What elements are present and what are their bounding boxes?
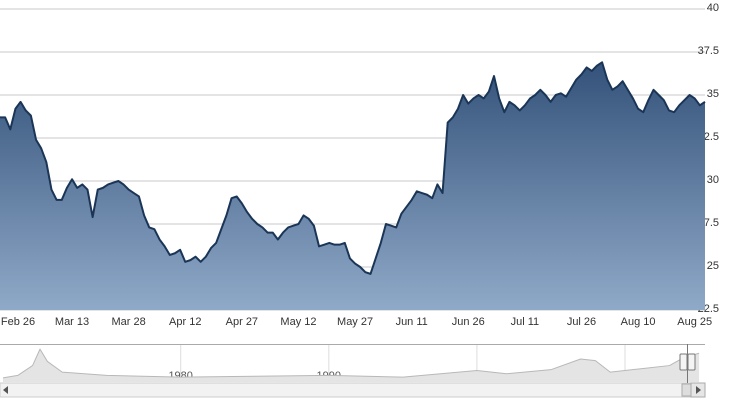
- x-tick-label: Aug 25: [677, 316, 712, 328]
- scrollbar[interactable]: [0, 382, 706, 398]
- scroll-left-arrow[interactable]: [3, 386, 8, 394]
- x-tick-label: Aug 10: [621, 316, 656, 328]
- area-fill: [2, 349, 700, 382]
- x-tick-label: Jun 26: [452, 316, 485, 328]
- x-tick-label: Jun 11: [396, 316, 428, 328]
- handle-left[interactable]: [679, 353, 688, 371]
- line: [2, 348, 700, 379]
- x-tick-label: May 27: [337, 316, 373, 328]
- line: [0, 61, 706, 275]
- x-tick-label: Feb 26: [1, 316, 35, 328]
- y-tick-label: 40: [707, 2, 719, 14]
- handle-right[interactable]: [687, 353, 696, 371]
- x-tick-label: Jul 11: [511, 316, 540, 328]
- y-tick-label: 37.5: [698, 45, 719, 57]
- x-tick-label: Mar 28: [112, 316, 146, 328]
- y-tick-label: 30: [707, 174, 719, 186]
- navigator: 1980199020002010: [0, 344, 705, 382]
- x-tick-label: Mar 13: [55, 316, 89, 328]
- x-tick-label: Jul 26: [567, 316, 596, 328]
- x-tick-label: Apr 27: [226, 316, 258, 328]
- area-fill: [0, 62, 705, 310]
- navigator-handles[interactable]: [679, 344, 696, 383]
- y-tick-label: 25: [707, 260, 719, 272]
- x-tick-label: Apr 12: [169, 316, 201, 328]
- scroll-right-arrow: [696, 386, 701, 394]
- y-tick-label: 35: [707, 88, 719, 100]
- x-tick-label: May 12: [280, 316, 316, 328]
- scrollbar-track: [0, 382, 706, 398]
